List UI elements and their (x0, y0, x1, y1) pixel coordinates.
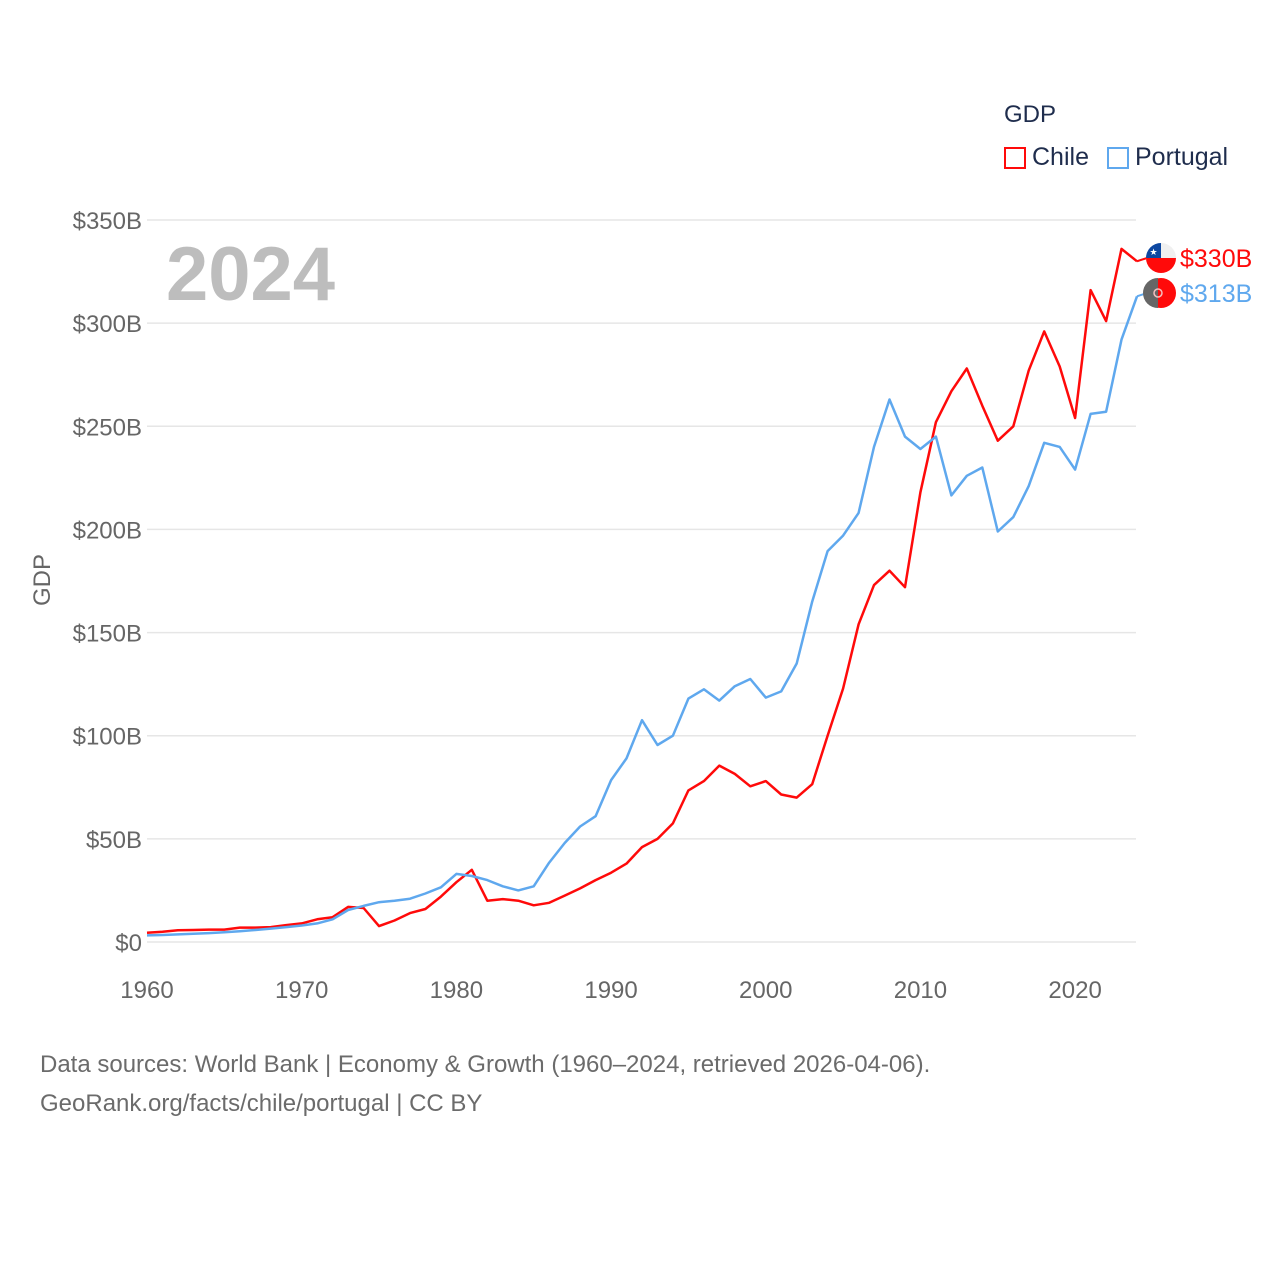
series-line-portugal (146, 295, 1139, 937)
end-value-label-portugal: $313B (1180, 280, 1252, 308)
y-tick-label: $150B (73, 621, 142, 648)
x-tick-label: 1980 (430, 977, 483, 1004)
label-connector (1136, 257, 1148, 263)
portugal-swatch (1106, 146, 1129, 169)
chile-flag-star: ★ (1149, 247, 1157, 257)
end-value-label-chile: $330B (1180, 245, 1252, 273)
x-tick-label: 2010 (894, 977, 947, 1004)
chile-flag-blue (1146, 243, 1161, 258)
portugal-flag-green (1143, 278, 1158, 308)
x-tick-label: 2020 (1048, 977, 1101, 1004)
series-line-chile (146, 247, 1138, 934)
legend-item-chile[interactable]: Chile (1004, 143, 1089, 172)
x-tick-label: 1970 (275, 977, 328, 1004)
legend: Chile Portugal (1004, 143, 1228, 172)
attribution-text: GeoRank.org/facts/chile/portugal | CC BY (40, 1090, 483, 1117)
legend-label: Chile (1032, 143, 1089, 171)
y-tick-label: $0 (115, 930, 142, 957)
data-source-text: Data sources: World Bank | Economy & Gro… (40, 1051, 931, 1078)
chile-flag-red (1146, 258, 1176, 273)
y-tick-label: $200B (73, 517, 142, 544)
chile-swatch (1004, 146, 1026, 169)
y-tick-label: $350B (73, 208, 142, 235)
y-tick-label: $50B (86, 827, 142, 854)
x-tick-label: 1990 (584, 977, 637, 1004)
y-tick-label: $100B (73, 724, 142, 751)
year-label: 2024 (166, 232, 335, 317)
legend-title: GDP (1004, 101, 1057, 128)
x-tick-label: 1960 (120, 977, 173, 1004)
x-tick-label: 2000 (739, 977, 792, 1004)
legend-label: Portugal (1134, 143, 1229, 171)
footer: Data sources: World Bank | Economy & Gro… (40, 1045, 930, 1123)
y-tick-label: $300B (73, 311, 142, 338)
legend-item-portugal[interactable]: Portugal (1106, 143, 1229, 172)
y-tick-label: $250B (73, 414, 142, 441)
y-axis-label: GDP (29, 554, 56, 606)
portugal-flag-emblem (1153, 288, 1163, 298)
